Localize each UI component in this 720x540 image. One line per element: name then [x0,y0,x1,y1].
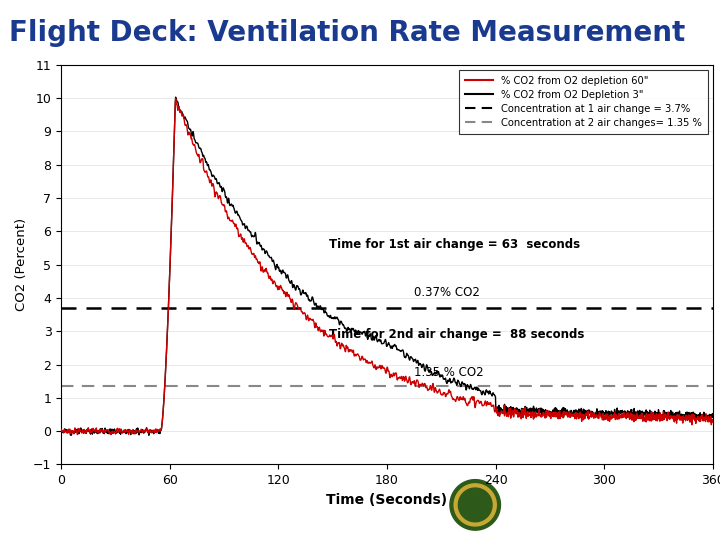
Text: 0.37% CO2: 0.37% CO2 [414,286,480,299]
Y-axis label: CO2 (Percent): CO2 (Percent) [14,218,27,311]
Text: Time for 2nd air change =  88 seconds: Time for 2nd air change = 88 seconds [329,328,585,341]
X-axis label: Time (Seconds): Time (Seconds) [326,492,448,507]
Polygon shape [450,480,500,530]
Text: Halon 1211 Stratification in Aircraft: Halon 1211 Stratification in Aircraft [18,498,299,512]
Text: Flight Deck: Ventilation Rate Measurement: Flight Deck: Ventilation Rate Measuremen… [9,19,685,46]
Polygon shape [459,488,492,522]
Legend: % CO2 from O2 depletion 60", % CO2 from O2 Depletion 3", Concentration at 1 air : % CO2 from O2 depletion 60", % CO2 from … [459,70,708,134]
Text: Federal Aviation
Administration: Federal Aviation Administration [529,490,613,512]
Text: Time for 1st air change = 63  seconds: Time for 1st air change = 63 seconds [329,238,580,251]
Text: 29: 29 [678,497,697,512]
Text: 29: 29 [635,497,654,512]
Text: 1.35 % CO2: 1.35 % CO2 [414,366,484,379]
Polygon shape [454,484,496,526]
